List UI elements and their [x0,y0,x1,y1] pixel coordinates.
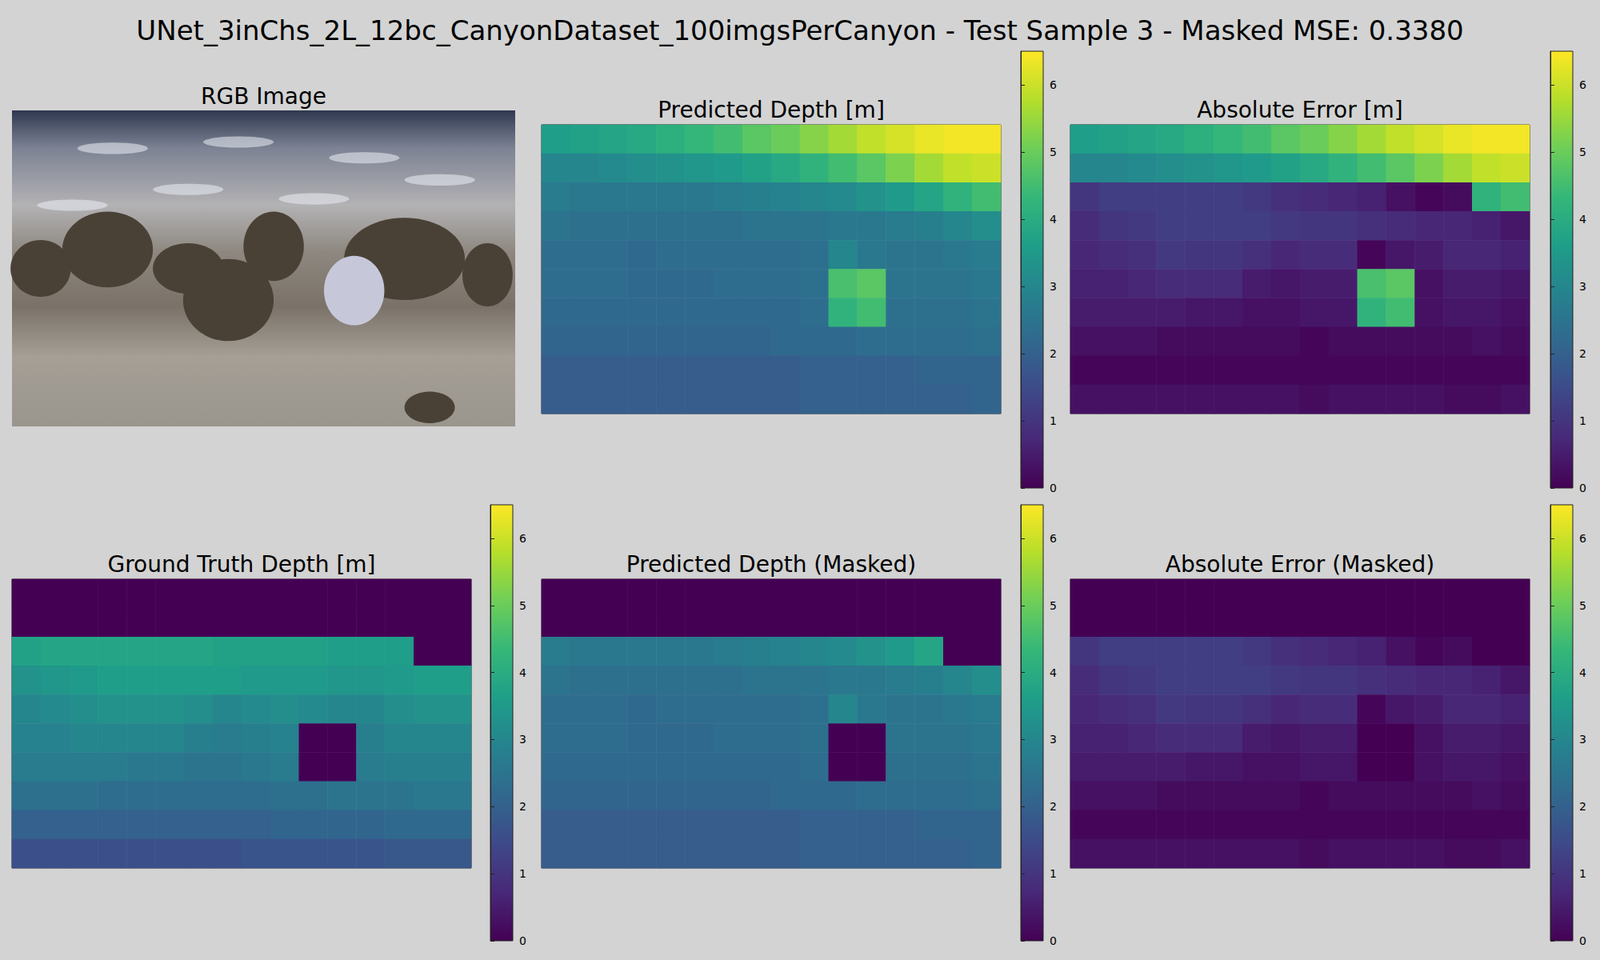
svg-text:3: 3 [1049,732,1057,746]
svg-text:0: 0 [1579,481,1587,495]
svg-text:6: 6 [519,532,527,545]
svg-text:3: 3 [1579,732,1587,746]
svg-text:1: 1 [519,867,527,880]
svg-text:Predicted Depth [m]: Predicted Depth [m] [657,96,885,124]
svg-text:2: 2 [1579,800,1587,813]
svg-text:1: 1 [1049,867,1057,880]
svg-text:Ground Truth Depth [m]: Ground Truth Depth [m] [107,551,376,578]
svg-text:Predicted Depth (Masked): Predicted Depth (Masked) [626,551,917,578]
svg-text:5: 5 [519,599,527,612]
svg-text:6: 6 [1049,532,1057,545]
svg-text:5: 5 [1049,599,1057,612]
svg-text:5: 5 [1579,599,1587,612]
svg-text:2: 2 [519,800,527,813]
svg-text:2: 2 [1579,347,1587,360]
svg-text:4: 4 [519,666,527,680]
svg-text:RGB Image: RGB Image [200,83,327,110]
svg-text:4: 4 [1579,212,1587,226]
svg-text:3: 3 [1049,280,1057,293]
svg-text:5: 5 [1049,145,1057,159]
svg-text:0: 0 [1049,481,1057,495]
svg-text:4: 4 [1049,666,1057,680]
svg-text:2: 2 [1049,800,1057,813]
svg-text:6: 6 [1049,78,1057,92]
svg-text:1: 1 [1579,414,1587,428]
svg-text:6: 6 [1579,78,1587,92]
svg-text:UNet_3inChs_2L_12bc_CanyonData: UNet_3inChs_2L_12bc_CanyonDataset_100img… [136,14,1464,47]
svg-text:0: 0 [519,934,527,948]
svg-text:3: 3 [519,732,527,746]
svg-text:1: 1 [1049,414,1057,428]
svg-text:0: 0 [1049,934,1057,948]
svg-text:6: 6 [1579,532,1587,545]
svg-text:Absolute Error (Masked): Absolute Error (Masked) [1165,551,1435,578]
svg-text:4: 4 [1579,666,1587,680]
svg-text:3: 3 [1579,280,1587,293]
svg-text:2: 2 [1049,347,1057,360]
svg-text:0: 0 [1579,934,1587,948]
svg-text:5: 5 [1579,145,1587,159]
svg-text:1: 1 [1579,867,1587,880]
svg-text:4: 4 [1049,212,1057,226]
svg-text:Absolute Error [m]: Absolute Error [m] [1196,96,1404,124]
